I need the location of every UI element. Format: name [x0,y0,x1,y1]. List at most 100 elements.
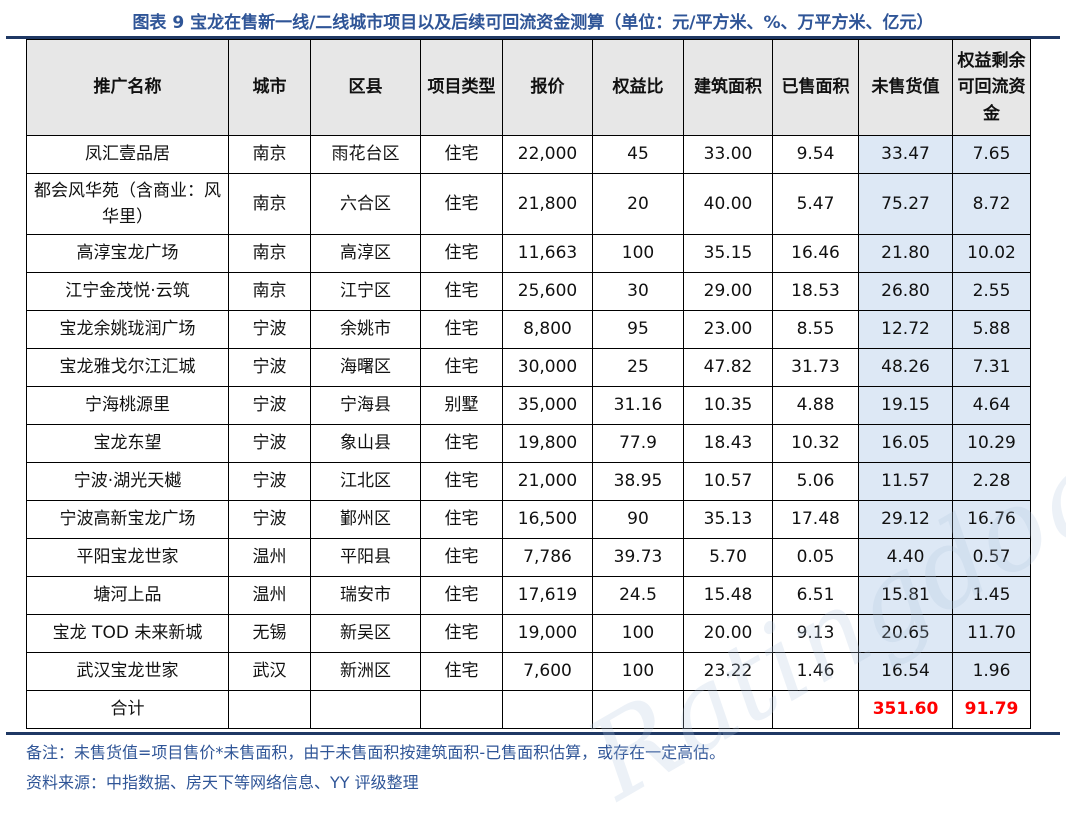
column-header: 权益比 [592,39,684,136]
empty-cell [502,690,593,729]
table-cell: 18.43 [683,424,773,463]
table-cell: 22,000 [502,135,593,174]
table-row: 都会风华苑（含商业：风华里） 南京 六合区 住宅 21,800 20 40.00 5.47 75… [26,173,1031,235]
table-cell: 9.54 [772,135,859,174]
total-label: 合计 [26,690,229,729]
top-rule [6,36,1060,39]
table-cell: 宝龙余姚珑润广场 [26,310,229,349]
table-cell: 95 [592,310,684,349]
table-cell: 7,600 [502,652,593,691]
empty-cell [772,690,859,729]
empty-cell [420,690,503,729]
table-cell: 11,663 [502,234,593,273]
table-cell: 住宅 [420,135,503,174]
table-cell: 高淳宝龙广场 [26,234,229,273]
table-cell: 2.55 [952,272,1031,311]
table-cell: 宁波 [228,424,311,463]
table-cell: 16.54 [858,652,953,691]
table-cell: 7,786 [502,538,593,577]
table-cell: 凤汇壹品居 [26,135,229,174]
table-cell: 24.5 [592,576,684,615]
table-cell: 住宅 [420,652,503,691]
table-cell: 南京 [228,173,311,235]
table-cell: 35.13 [683,500,773,539]
table-cell: 南京 [228,272,311,311]
table-cell: 1.96 [952,652,1031,691]
table-cell: 29.00 [683,272,773,311]
table-cell: 16,500 [502,500,593,539]
header-row: 推广名称 城市 区县 项目类型 报价 权益比 建筑面积 已售面积 未售货值 权益剩余可回流资金 [26,39,1031,136]
empty-cell [592,690,684,729]
table-cell: 10.32 [772,424,859,463]
table-cell: 21,000 [502,462,593,501]
table-cell: 南京 [228,234,311,273]
table-cell: 宁波 [228,500,311,539]
table-cell: 7.65 [952,135,1031,174]
table-cell: 20.00 [683,614,773,653]
table-cell: 16.46 [772,234,859,273]
table-cell: 47.82 [683,348,773,387]
table-cell: 48.26 [858,348,953,387]
table-cell: 宁波 [228,310,311,349]
table-cell: 15.48 [683,576,773,615]
column-header: 报价 [502,39,593,136]
table-cell: 武汉 [228,652,311,691]
table-cell: 4.64 [952,386,1031,425]
table-cell: 海曙区 [310,348,421,387]
column-header: 推广名称 [26,39,229,136]
table-row: 武汉宝龙世家 武汉 新洲区 住宅 7,600 100 23.22 1.46 16.54 1.96 [26,652,1031,691]
table-cell: 8,800 [502,310,593,349]
table-cell: 鄞州区 [310,500,421,539]
table-cell: 温州 [228,538,311,577]
projects-table: 推广名称 城市 区县 项目类型 报价 权益比 建筑面积 已售面积 未售货值 权益剩余可回流资金 凤… [26,39,1031,729]
table-cell: 宝龙东望 [26,424,229,463]
table-cell: 塘河上品 [26,576,229,615]
table-cell: 南京 [228,135,311,174]
table-cell: 1.45 [952,576,1031,615]
table-cell: 宁波 [228,348,311,387]
table-cell: 5.70 [683,538,773,577]
table-row: 凤汇壹品居 南京 雨花台区 住宅 22,000 45 33.00 9.54 33.47 7.65 [26,135,1031,174]
table-cell: 宁波高新宝龙广场 [26,500,229,539]
table-cell: 31.16 [592,386,684,425]
table-cell: 10.29 [952,424,1031,463]
table-cell: 19,800 [502,424,593,463]
table-cell: 35,000 [502,386,593,425]
table-cell: 26.80 [858,272,953,311]
column-header: 城市 [228,39,311,136]
table-cell: 4.88 [772,386,859,425]
table-cell: 25 [592,348,684,387]
table-cell: 5.06 [772,462,859,501]
table-cell: 75.27 [858,173,953,235]
table-cell: 11.70 [952,614,1031,653]
table-cell: 35.15 [683,234,773,273]
table-cell: 5.47 [772,173,859,235]
total-equity-funds: 91.79 [952,690,1031,729]
table-cell: 无锡 [228,614,311,653]
table-cell: 21.80 [858,234,953,273]
table-cell: 19,000 [502,614,593,653]
table-cell: 1.46 [772,652,859,691]
table-cell: 都会风华苑（含商业：风华里） [26,173,229,235]
table-cell: 9.13 [772,614,859,653]
table-cell: 武汉宝龙世家 [26,652,229,691]
empty-cell [683,690,773,729]
table-cell: 23.00 [683,310,773,349]
table-cell: 4.40 [858,538,953,577]
table-cell: 77.9 [592,424,684,463]
table-cell: 15.81 [858,576,953,615]
table-cell: 29.12 [858,500,953,539]
table-cell: 31.73 [772,348,859,387]
note-text: 备注：未售货值=项目售价*未售面积，由于未售面积按建筑面积-已售面积估算，或存在… [26,743,726,762]
table-cell: 0.05 [772,538,859,577]
table-cell: 7.31 [952,348,1031,387]
table-cell: 8.55 [772,310,859,349]
table-row: 宁波高新宝龙广场 宁波 鄞州区 住宅 16,500 90 35.13 17.48 29.12 16… [26,500,1031,539]
table-row: 宝龙东望 宁波 象山县 住宅 19,800 77.9 18.43 10.32 16.05 10.2… [26,424,1031,463]
table-cell: 10.02 [952,234,1031,273]
column-header: 区县 [310,39,421,136]
table-cell: 江宁区 [310,272,421,311]
table-cell: 江北区 [310,462,421,501]
column-header: 权益剩余可回流资金 [952,39,1031,136]
table-cell: 45 [592,135,684,174]
